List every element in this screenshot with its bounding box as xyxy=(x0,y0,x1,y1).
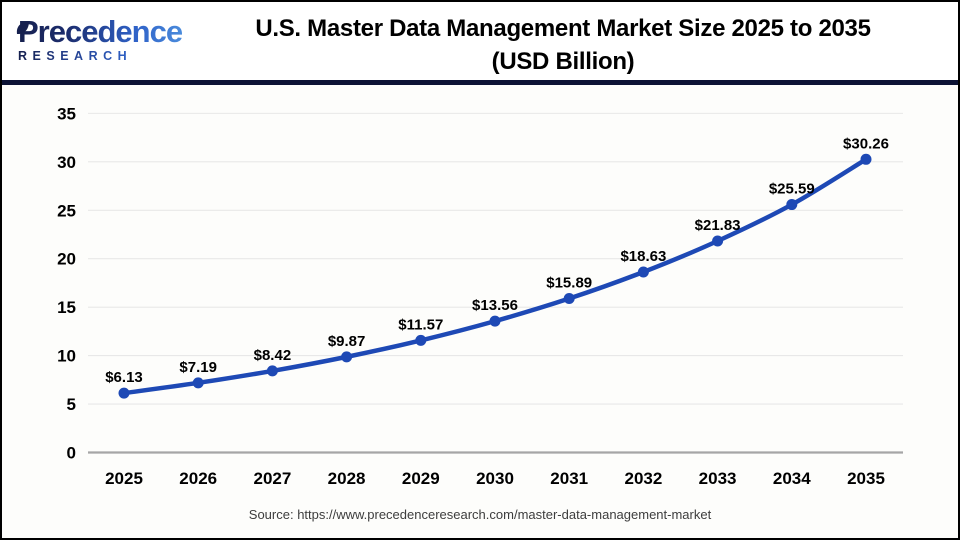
x-tick-label: 2031 xyxy=(550,469,588,488)
header-divider xyxy=(2,80,958,85)
brand-logo: Precedence RESEARCH xyxy=(2,14,192,65)
y-tick-label: 15 xyxy=(57,298,76,317)
data-point xyxy=(192,377,204,389)
data-label: $9.87 xyxy=(328,333,366,350)
data-point xyxy=(341,351,353,363)
x-tick-label: 2027 xyxy=(253,469,291,488)
chart-title: U.S. Master Data Management Market Size … xyxy=(192,4,958,78)
y-tick-label: 5 xyxy=(67,395,76,414)
y-tick-label: 0 xyxy=(67,444,76,463)
brand-name: Precedence xyxy=(18,14,183,49)
data-label: $8.42 xyxy=(254,347,292,364)
y-tick-label: 25 xyxy=(57,201,76,220)
data-point xyxy=(415,334,427,346)
data-label: $21.83 xyxy=(695,217,741,234)
source-text: Source: https://www.precedenceresearch.c… xyxy=(249,507,712,522)
data-point xyxy=(712,235,724,247)
y-tick-label: 10 xyxy=(57,347,76,366)
data-label: $7.19 xyxy=(179,359,217,376)
data-point xyxy=(637,266,649,278)
data-label: $15.89 xyxy=(546,275,592,292)
data-point xyxy=(563,293,575,305)
data-label: $30.26 xyxy=(843,135,889,152)
series-line xyxy=(121,157,869,396)
y-tick-label: 35 xyxy=(57,104,76,123)
y-tick-label: 30 xyxy=(57,153,76,172)
header: Precedence RESEARCH U.S. Master Data Man… xyxy=(2,2,958,80)
x-tick-label: 2033 xyxy=(699,469,737,488)
data-point xyxy=(489,315,501,327)
data-point xyxy=(266,365,278,377)
y-tick-label: 20 xyxy=(57,250,76,269)
chart-title-line2: (USD Billion) xyxy=(491,48,635,75)
data-point xyxy=(860,153,872,165)
data-label: $18.63 xyxy=(620,248,666,265)
data-point xyxy=(786,199,798,211)
chart-area: 0 5 10 15 20 25 30 35 2025 2026 2027 2028 2029 2030 20… xyxy=(2,85,958,538)
leaf-icon xyxy=(16,21,29,34)
x-tick-label: 2029 xyxy=(402,469,440,488)
x-tick-label: 2034 xyxy=(773,469,811,488)
x-tick-label: 2032 xyxy=(624,469,662,488)
brand-subtitle: RESEARCH xyxy=(18,49,133,63)
data-point xyxy=(118,387,130,399)
x-tick-label: 2030 xyxy=(476,469,514,488)
chart-title-line1: U.S. Master Data Management Market Size … xyxy=(255,15,871,42)
data-label: $25.59 xyxy=(769,181,815,198)
x-tick-label: 2028 xyxy=(328,469,366,488)
data-label: $6.13 xyxy=(105,369,143,386)
x-tick-label: 2025 xyxy=(105,469,143,488)
x-tick-label: 2035 xyxy=(847,469,885,488)
data-label: $11.57 xyxy=(398,316,443,333)
data-label: $13.56 xyxy=(472,297,518,314)
x-tick-label: 2026 xyxy=(179,469,217,488)
